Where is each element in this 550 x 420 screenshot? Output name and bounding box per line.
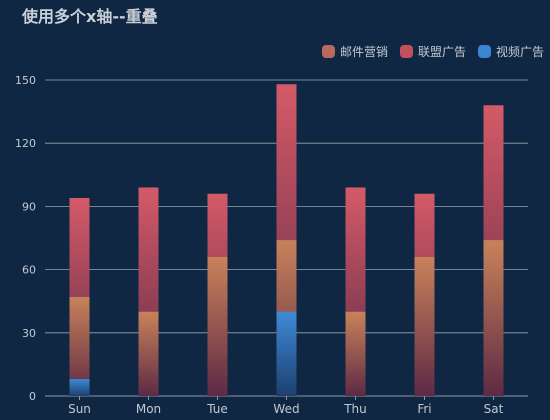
bar-wed-series-2[interactable] bbox=[276, 311, 297, 396]
y-tick-label: 0 bbox=[29, 390, 36, 403]
legend-item[interactable]: 邮件营销 bbox=[322, 45, 388, 59]
legend-swatch bbox=[478, 45, 491, 58]
legend-label: 邮件营销 bbox=[340, 45, 388, 59]
x-tick-label: Tue bbox=[206, 402, 228, 416]
x-axis: Sun Mon Tue Wed Thu Fri Sat bbox=[68, 396, 504, 416]
chart-title: 使用多个x轴--重叠 bbox=[21, 7, 158, 26]
y-axis: 0 30 60 90 120 150 bbox=[15, 74, 36, 403]
y-tick-label: 120 bbox=[15, 137, 36, 150]
legend-label: 联盟广告 bbox=[418, 45, 466, 59]
x-tick-label: Sat bbox=[484, 402, 504, 416]
y-tick-label: 30 bbox=[22, 327, 36, 340]
legend-swatch bbox=[322, 45, 335, 58]
y-tick-label: 60 bbox=[22, 264, 36, 277]
x-tick-label: Mon bbox=[136, 402, 161, 416]
y-tick-label: 90 bbox=[22, 200, 36, 213]
x-tick-label: Wed bbox=[273, 402, 299, 416]
bar-sat-series-0[interactable] bbox=[483, 240, 504, 396]
bar-sun-series-2[interactable] bbox=[69, 379, 90, 396]
legend-item[interactable]: 视频广告 bbox=[478, 44, 544, 59]
x-tick-label: Fri bbox=[417, 402, 431, 416]
x-tick-label: Sun bbox=[68, 402, 91, 416]
bar-thu-series-0[interactable] bbox=[345, 311, 366, 396]
x-tick-label: Thu bbox=[343, 402, 367, 416]
bar-sun-series-0[interactable] bbox=[69, 296, 90, 396]
bars-group bbox=[69, 84, 504, 397]
legend-label: 视频广告 bbox=[496, 44, 544, 59]
y-tick-label: 150 bbox=[15, 74, 36, 87]
bar-tue-series-0[interactable] bbox=[207, 256, 228, 396]
legend-swatch bbox=[400, 45, 413, 58]
bar-mon-series-0[interactable] bbox=[138, 311, 159, 396]
legend[interactable]: 邮件营销 联盟广告 视频广告 bbox=[322, 44, 544, 59]
bar-fri-series-0[interactable] bbox=[414, 256, 435, 396]
legend-item[interactable]: 联盟广告 bbox=[400, 45, 466, 59]
